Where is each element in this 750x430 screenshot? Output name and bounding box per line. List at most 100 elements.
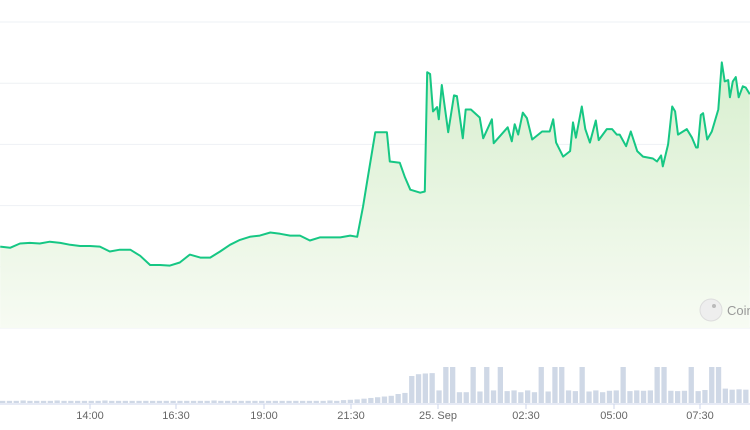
volume-bar — [197, 400, 203, 403]
volume-bar — [463, 392, 469, 403]
volume-bar — [231, 400, 238, 403]
volume-bar — [68, 400, 74, 403]
volume-bar — [272, 400, 278, 403]
volume-bar — [306, 400, 313, 403]
volume-bar — [347, 399, 353, 403]
volume-bar — [211, 400, 217, 403]
volume-bar — [40, 400, 47, 403]
volume-bar — [381, 396, 388, 403]
volume-bar — [661, 367, 667, 403]
volume-bar — [695, 391, 701, 403]
volume-bar — [470, 367, 476, 403]
volume-bar — [709, 367, 715, 403]
volume-bar — [490, 390, 497, 403]
volume-bar — [429, 373, 435, 403]
volume-bar — [170, 400, 176, 403]
volume-bar — [259, 400, 265, 403]
volume-bar — [436, 390, 442, 403]
volume-bar — [634, 390, 640, 403]
volume-bar — [484, 367, 490, 403]
volume-bar — [450, 367, 456, 403]
volume-bar — [668, 390, 674, 403]
volume-bar — [293, 400, 299, 403]
volume-bar — [238, 400, 244, 403]
volume-bar — [156, 400, 163, 403]
volume-bar — [190, 400, 197, 403]
volume-bar — [606, 390, 613, 403]
volume-bar — [300, 400, 306, 403]
volume-bar — [13, 400, 19, 403]
volume-bar — [0, 400, 6, 403]
volume-bar — [627, 391, 633, 403]
volume-bar — [729, 389, 735, 403]
x-tick-label: 07:30 — [686, 410, 714, 422]
price-line — [0, 61, 750, 267]
volume-bar — [443, 367, 449, 403]
volume-bar — [163, 400, 169, 403]
volume-bar — [95, 400, 101, 403]
volume-bar — [204, 400, 210, 403]
volume-bar — [388, 395, 394, 403]
volume-bar — [218, 400, 224, 403]
volume-bar — [245, 400, 251, 403]
coingecko-logo-eye — [712, 304, 716, 308]
volume-bar — [715, 367, 722, 403]
volume-bar — [688, 367, 694, 403]
volume-bar — [511, 390, 517, 403]
volume-bar — [122, 400, 128, 403]
volume-bar — [375, 397, 381, 403]
volume-bar — [265, 400, 272, 403]
volume-bar — [743, 389, 749, 403]
volume-bar — [34, 400, 40, 403]
volume-bar — [681, 390, 688, 403]
volume-bar — [88, 400, 94, 403]
volume-bar — [497, 367, 503, 403]
volume-bar — [518, 392, 524, 403]
volume-bar — [252, 400, 258, 403]
x-tick-label: 19:00 — [250, 410, 278, 422]
x-tick-label: 02:30 — [512, 410, 540, 422]
volume-bar — [559, 367, 565, 403]
volume-bar — [572, 391, 578, 403]
volume-bar — [340, 400, 347, 403]
volume-bar — [586, 391, 592, 403]
volume-bar — [6, 400, 13, 403]
volume-bar — [722, 388, 728, 403]
volume-bar — [552, 367, 558, 403]
volume-bar — [409, 376, 415, 403]
volume-bar — [477, 391, 483, 403]
volume-bar — [354, 399, 360, 403]
volume-bar — [613, 390, 619, 403]
x-tick-label: 14:00 — [76, 410, 104, 422]
volume-bar — [415, 374, 422, 403]
volume-bar — [334, 400, 340, 403]
volume-bar — [620, 367, 626, 403]
volume-bar — [565, 390, 572, 403]
x-tick-label: 16:30 — [162, 410, 190, 422]
volume-bars — [0, 367, 749, 403]
volume-bar — [600, 392, 606, 403]
volume-bar — [20, 400, 26, 403]
volume-bar — [327, 400, 333, 403]
volume-bar — [579, 367, 585, 403]
volume-bar — [47, 400, 53, 403]
volume-bar — [736, 389, 742, 403]
x-tick-label: 25. Sep — [419, 410, 457, 422]
volume-bar — [279, 400, 285, 403]
x-axis-ticks: 14:00 16:30 19:00 21:30 25. Sep 02:30 05:00 07:… — [76, 404, 714, 422]
volume-bar — [102, 400, 108, 403]
volume-bar — [593, 390, 599, 403]
volume-bar — [150, 400, 156, 403]
volume-bar — [361, 398, 367, 403]
volume-bar — [647, 390, 653, 403]
volume-bar — [320, 400, 326, 403]
volume-bar — [422, 373, 428, 403]
volume-bar — [177, 400, 183, 403]
volume-bar — [54, 400, 60, 403]
volume-bar — [675, 391, 681, 403]
coingecko-logo-icon — [699, 298, 723, 322]
watermark-text: Coin — [727, 303, 750, 318]
volume-bar — [702, 390, 708, 403]
volume-bar — [225, 400, 231, 403]
